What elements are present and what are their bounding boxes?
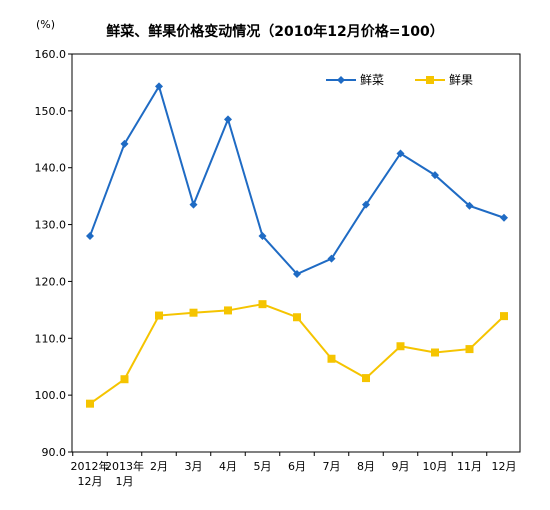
series-point: [155, 82, 163, 91]
series-point: [86, 231, 94, 240]
x-tick-label: 10月: [423, 460, 448, 473]
x-tick-label: 2月: [150, 460, 168, 473]
series-point: [465, 201, 474, 210]
series-point: [224, 115, 232, 124]
x-tick-label-line: 6月: [288, 460, 306, 473]
series-point: [189, 308, 198, 317]
y-tick-label: 140.0: [35, 162, 67, 175]
y-tick-label: 130.0: [35, 219, 67, 232]
series-point: [155, 311, 163, 320]
x-tick-label: 3月: [185, 460, 203, 473]
series-point: [120, 375, 129, 384]
x-tick-label: 2013年 1月: [105, 459, 144, 488]
x-tick-label-line: 1月: [116, 475, 134, 488]
x-tick-label-line: 8月: [357, 460, 375, 473]
x-tick-label: 11月: [457, 460, 482, 473]
series-point: [362, 200, 370, 209]
series-point: [362, 374, 370, 383]
x-tick-label-line: 2月: [150, 460, 168, 473]
chart-title: 鲜菜、鲜果价格变动情况（2010年12月价格=100）: [106, 23, 443, 40]
x-tick-label-line: 3月: [185, 460, 203, 473]
x-tick-label-line: 7月: [323, 460, 341, 473]
legend-marker: [426, 76, 434, 84]
x-tick-label-line: 12月: [492, 460, 517, 473]
y-axis-unit: (%): [36, 18, 55, 31]
x-tick-label-line: 10月: [423, 460, 448, 473]
y-tick-label: 110.0: [35, 332, 67, 345]
plot-area: [71, 53, 521, 453]
x-tick-label-line: 12月: [78, 475, 103, 488]
legend: 鲜菜 鲜果: [326, 73, 473, 87]
y-tick-label: 160.0: [35, 48, 67, 61]
series-point: [465, 345, 474, 354]
series-point: [500, 213, 508, 222]
legend-marker: [337, 76, 345, 84]
series-point: [258, 300, 267, 309]
x-tick-label: 9月: [392, 460, 410, 473]
series-point: [224, 306, 232, 315]
series-point: [189, 200, 198, 209]
x-tick-label-line: 5月: [254, 460, 272, 473]
x-tick-label-line: 11月: [457, 460, 482, 473]
y-tick-label: 90.0: [42, 446, 67, 459]
x-tick-label: 2012年 12月: [71, 459, 110, 488]
series-point: [293, 313, 301, 322]
x-tick-label: 7月: [323, 460, 341, 473]
x-tick-label: 4月: [219, 460, 237, 473]
series-point: [396, 342, 405, 351]
y-axis-ticks: 90.0 100.0 110.0 120.0 130.0 140.0 150.0 160.0: [35, 48, 72, 459]
series-point: [120, 139, 129, 148]
x-tick-label-line: 2013年: [105, 459, 144, 473]
series-point: [500, 312, 508, 321]
series-point: [86, 399, 94, 408]
series-point: [431, 348, 439, 357]
series-point: [396, 149, 405, 158]
series-group: [86, 82, 508, 408]
series-point: [293, 270, 301, 279]
x-tick-label: 8月: [357, 460, 375, 473]
x-tick-label: 6月: [288, 460, 306, 473]
x-tick-label-line: 4月: [219, 460, 237, 473]
series-point: [258, 231, 267, 240]
x-tick-label-line: 2012年: [71, 459, 110, 473]
y-tick-label: 100.0: [35, 389, 67, 402]
y-tick-label: 150.0: [35, 105, 67, 118]
series-point: [431, 171, 439, 180]
x-tick-label-line: 9月: [392, 460, 410, 473]
series-point: [327, 254, 336, 263]
legend-label: 鲜果: [449, 73, 473, 87]
y-tick-label: 120.0: [35, 275, 67, 288]
x-tick-label: 5月: [254, 460, 272, 473]
legend-label: 鲜菜: [360, 73, 384, 87]
x-tick-label: 12月: [492, 460, 517, 473]
series-point: [327, 354, 336, 363]
